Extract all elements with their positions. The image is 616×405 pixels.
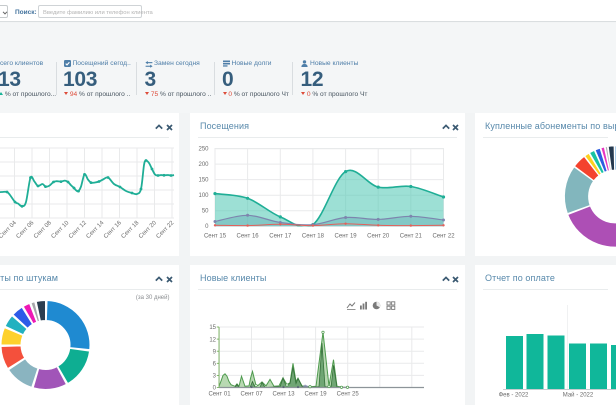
svg-text:Сент 07: Сент 07 [240, 392, 263, 398]
svg-text:Сент 20: Сент 20 [367, 234, 390, 240]
svg-text:Сент 06: Сент 06 [16, 220, 36, 240]
svg-text:9: 9 [213, 349, 217, 355]
svg-text:Фев - 2022: Фев - 2022 [499, 393, 529, 399]
svg-text:15: 15 [209, 325, 216, 331]
svg-text:Сент 19: Сент 19 [305, 392, 328, 398]
svg-text:150: 150 [198, 178, 209, 184]
svg-text:3: 3 [213, 374, 217, 380]
svg-text:Сент 22: Сент 22 [432, 234, 455, 240]
svg-text:0: 0 [213, 386, 217, 392]
svg-text:Сент 13: Сент 13 [273, 392, 296, 398]
svg-text:250: 250 [198, 147, 209, 153]
svg-text:Сент 25: Сент 25 [337, 392, 360, 398]
svg-text:100: 100 [198, 193, 209, 199]
svg-text:Сент 12: Сент 12 [68, 220, 88, 240]
svg-text:0: 0 [205, 224, 209, 230]
svg-text:Сент 16: Сент 16 [103, 220, 123, 240]
svg-text:Сент 10: Сент 10 [51, 220, 71, 240]
svg-text:Сент 16: Сент 16 [237, 234, 260, 240]
svg-text:Сент 20: Сент 20 [138, 220, 158, 240]
svg-text:6: 6 [213, 362, 217, 368]
svg-text:200: 200 [198, 162, 209, 168]
svg-text:12: 12 [209, 337, 216, 343]
svg-text:Сент 15: Сент 15 [204, 234, 227, 240]
svg-text:Сент 01: Сент 01 [208, 392, 231, 398]
svg-text:Сент 08: Сент 08 [33, 220, 53, 240]
svg-text:Сент 22: Сент 22 [156, 220, 176, 240]
svg-text:Сент 18: Сент 18 [302, 234, 325, 240]
svg-text:Сент 18: Сент 18 [121, 220, 141, 240]
svg-text:Май - 2022: Май - 2022 [563, 392, 594, 399]
svg-text:Сент 19: Сент 19 [335, 234, 358, 240]
svg-text:Сент 21: Сент 21 [400, 234, 423, 240]
svg-text:50: 50 [202, 209, 209, 215]
svg-text:Сент 17: Сент 17 [269, 234, 292, 240]
svg-text:Сент 14: Сент 14 [86, 220, 106, 240]
